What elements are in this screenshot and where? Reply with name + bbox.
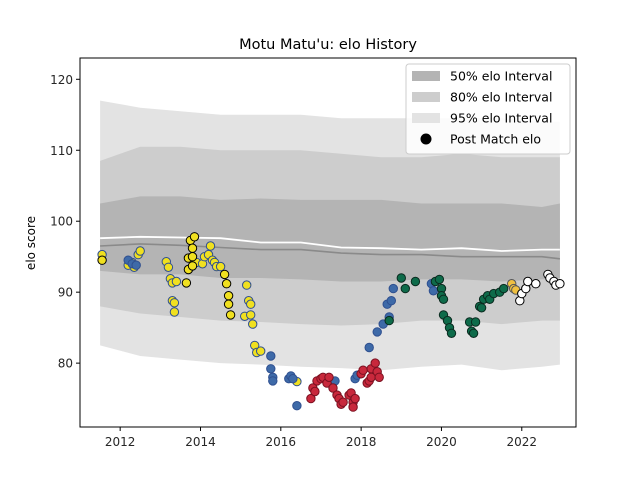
match-point [499,283,509,294]
match-point [428,286,439,296]
legend-swatch-band95 [412,113,440,123]
match-point [131,260,141,270]
match-point [396,273,406,283]
match-point [266,351,276,361]
match-point [400,283,410,294]
match-point [370,358,380,368]
match-point [384,315,394,326]
point-series-4 [384,273,509,338]
y-axis-label: elo score [24,216,38,270]
match-point [223,299,234,309]
match-point [372,327,382,337]
match-point [205,241,216,251]
point-series-6 [515,269,565,306]
match-point [348,402,358,412]
legend-swatch-band80 [412,92,440,102]
match-point [310,386,320,397]
legend-label: 80% elo Interval [450,90,552,105]
legend: 50% elo Interval 80% elo Interval 95% elo … [405,63,571,155]
match-point [163,262,174,272]
match-point [531,279,541,289]
match-point [215,261,226,272]
x-tick-label: 2022 [507,435,538,449]
x-tick-label: 2012 [105,435,136,449]
match-point [242,280,252,290]
match-point [246,310,256,320]
match-point [219,269,230,280]
y-tick-label: 80 [58,357,73,371]
match-point [523,276,533,287]
match-point [266,364,276,374]
match-point [328,383,338,393]
x-tick-label: 2018 [346,435,377,449]
match-point [171,276,182,287]
legend-label: Post Match elo [450,132,541,147]
match-point [555,279,565,289]
legend-label: 95% elo Interval [450,111,552,126]
match-point [338,397,348,407]
match-point [476,303,487,313]
chart-title: Motu Matu'u: elo History [239,37,417,53]
x-tick-label: 2020 [426,435,457,449]
match-point [468,328,479,338]
legend-marker-point [420,133,432,145]
match-point [388,283,398,294]
match-point [358,365,368,375]
axes: 2012 2014 2016 2018 2020 2022 80 90 100 110 120 [50,57,577,449]
match-point [374,372,384,382]
match-point [256,346,266,356]
match-point [248,319,258,329]
match-point [169,307,180,317]
legend-label: 50% elo Interval [450,69,552,84]
y-tick-label: 120 [50,73,73,87]
x-tick-label: 2016 [266,435,297,449]
match-point [410,276,421,287]
match-point [187,243,198,253]
match-point [434,274,445,285]
y-tick-label: 90 [58,286,73,300]
point-series-3 [306,358,384,412]
match-point [306,393,316,404]
match-point [350,393,360,404]
match-point [221,279,232,289]
match-point [189,232,200,242]
match-point [169,298,180,308]
match-point [364,342,374,353]
match-point [288,374,298,384]
match-point [246,299,256,309]
point-series-1 [97,232,236,320]
x-tick-label: 2014 [185,435,216,449]
y-tick-label: 100 [50,215,73,229]
match-point [187,261,198,271]
match-point [446,328,457,338]
match-point [225,310,236,320]
match-point [438,294,449,304]
match-point [135,246,145,256]
mean-line [100,235,560,252]
legend-box [405,63,571,155]
match-point [386,296,396,306]
median-line [100,243,560,260]
y-tick-label: 110 [50,144,73,158]
match-point [187,252,198,262]
match-point [181,278,192,288]
match-point [292,401,302,411]
plot-area [97,100,565,412]
match-point [97,255,107,265]
match-point [223,291,234,301]
match-point [324,372,334,382]
match-point [268,376,278,386]
plot-frame [79,57,577,428]
legend-swatch-band50 [412,71,440,81]
match-point [470,317,481,327]
